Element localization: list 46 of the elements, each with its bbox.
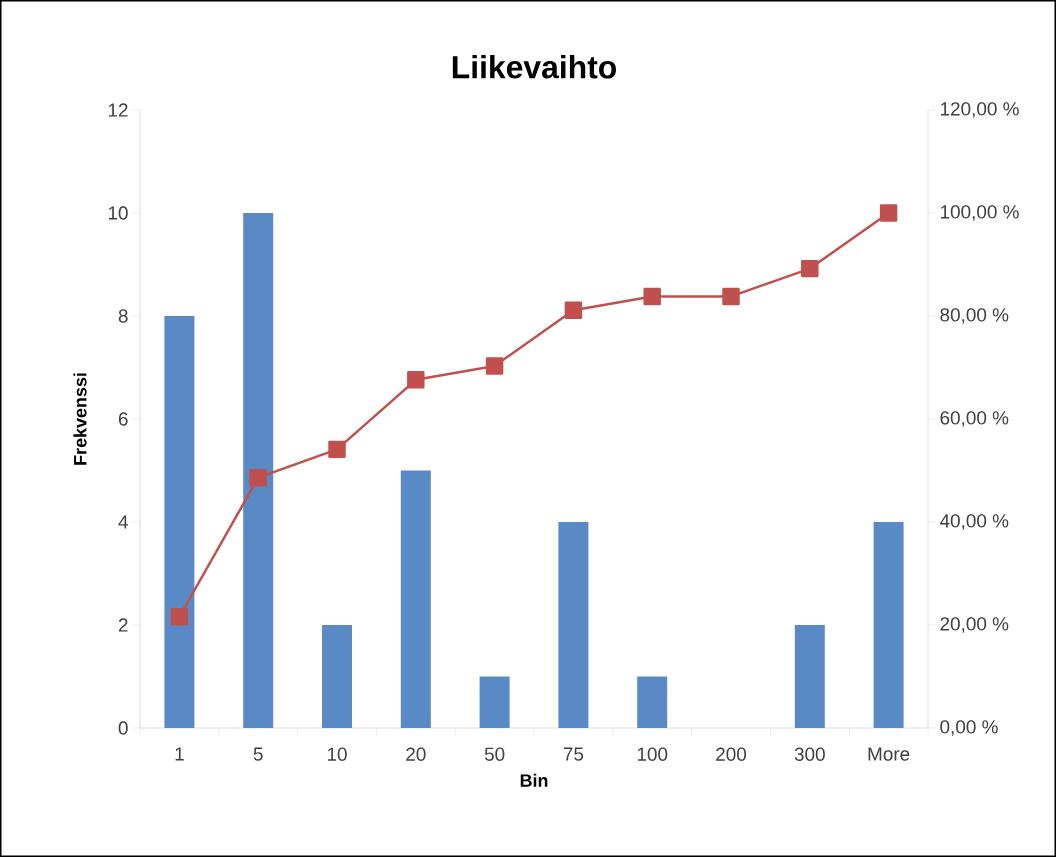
x-tick-label: 1: [175, 747, 184, 761]
bar: [558, 521, 589, 728]
point: [643, 287, 661, 306]
x-tick-label: 20: [406, 747, 426, 761]
chart-title: Liikevaihto: [452, 55, 617, 79]
bar: [873, 521, 904, 728]
y-tick-label: 12: [108, 103, 128, 117]
y-tick-label: 8: [118, 309, 128, 323]
point: [485, 357, 504, 375]
bar: [794, 624, 825, 728]
point: [407, 371, 425, 389]
point: [328, 440, 346, 459]
x-tick-label: 200: [716, 747, 747, 761]
point: [801, 259, 819, 278]
bar: [322, 624, 353, 728]
y-tick-label: 0: [118, 721, 128, 735]
y2-tick-label: 0,00 %: [940, 720, 998, 736]
y2-tick-label: 20,00 %: [940, 617, 1009, 633]
x-tick-label: 10: [327, 747, 347, 761]
point: [170, 608, 189, 626]
bar: [164, 315, 195, 728]
bar: [400, 470, 431, 728]
y-tick-label: 6: [118, 412, 128, 426]
y-tick-label: 4: [118, 515, 128, 529]
y2-tick-label: 100,00 %: [940, 205, 1019, 221]
y-axis-title: Frekvenssi: [73, 373, 87, 465]
x-tick-label: 75: [563, 747, 584, 761]
y2-tick-label: 120,00 %: [940, 102, 1019, 118]
y2-tick-label: 60,00 %: [940, 411, 1009, 427]
y-tick-label: 2: [118, 618, 128, 632]
y2-tick-label: 80,00 %: [940, 308, 1009, 324]
bar: [243, 212, 274, 728]
x-tick-label: More: [868, 747, 910, 761]
point: [564, 301, 583, 320]
x-tick-label: 50: [484, 747, 505, 761]
y2-tick-label: 40,00 %: [939, 514, 1009, 530]
bar: [479, 676, 510, 728]
point: [722, 287, 740, 306]
x-axis-title: Bin: [520, 773, 548, 787]
x-tick-label: 300: [794, 747, 825, 761]
bar: [637, 676, 668, 728]
point: [879, 204, 898, 222]
point: [249, 468, 267, 487]
x-tick-label: 100: [637, 747, 668, 761]
y-tick-label: 10: [108, 206, 128, 220]
x-tick-label: 5: [253, 747, 263, 761]
